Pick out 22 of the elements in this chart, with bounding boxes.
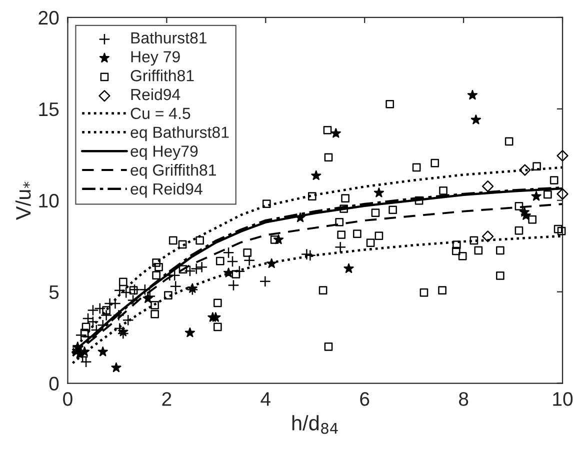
- legend-label: eq Reid94: [130, 182, 202, 198]
- legend-label: Reid94: [131, 88, 180, 100]
- legend-label: eq Hey79: [130, 146, 198, 160]
- y-tick-label: 5: [49, 285, 59, 300]
- legend-label: Bathurst81: [131, 32, 206, 44]
- legend-label: eq Griffith81: [130, 164, 216, 179]
- legend-label: eq Bathurst81: [130, 126, 229, 142]
- x-tick-label: 8: [459, 392, 468, 406]
- x-axis-title: h/d$_{84}$: [292, 415, 338, 434]
- x-tick-label: 2: [162, 392, 172, 406]
- x-tick-label: 6: [360, 392, 370, 406]
- x-tick-label: 10: [553, 392, 573, 406]
- legend-label: Hey 79: [131, 51, 180, 66]
- x-tick-label: 0: [63, 392, 72, 406]
- y-axis-title: V/u$_{*}$: [15, 182, 31, 220]
- y-tick-label: 20: [38, 10, 59, 25]
- legend-label: Griffith81: [130, 70, 194, 82]
- legend-label: Cu = 4.5: [130, 108, 190, 120]
- y-tick-label: 10: [39, 194, 59, 208]
- x-tick-label: 4: [260, 392, 270, 406]
- y-tick-label: 0: [49, 376, 59, 390]
- y-tick-label: 15: [39, 102, 59, 116]
